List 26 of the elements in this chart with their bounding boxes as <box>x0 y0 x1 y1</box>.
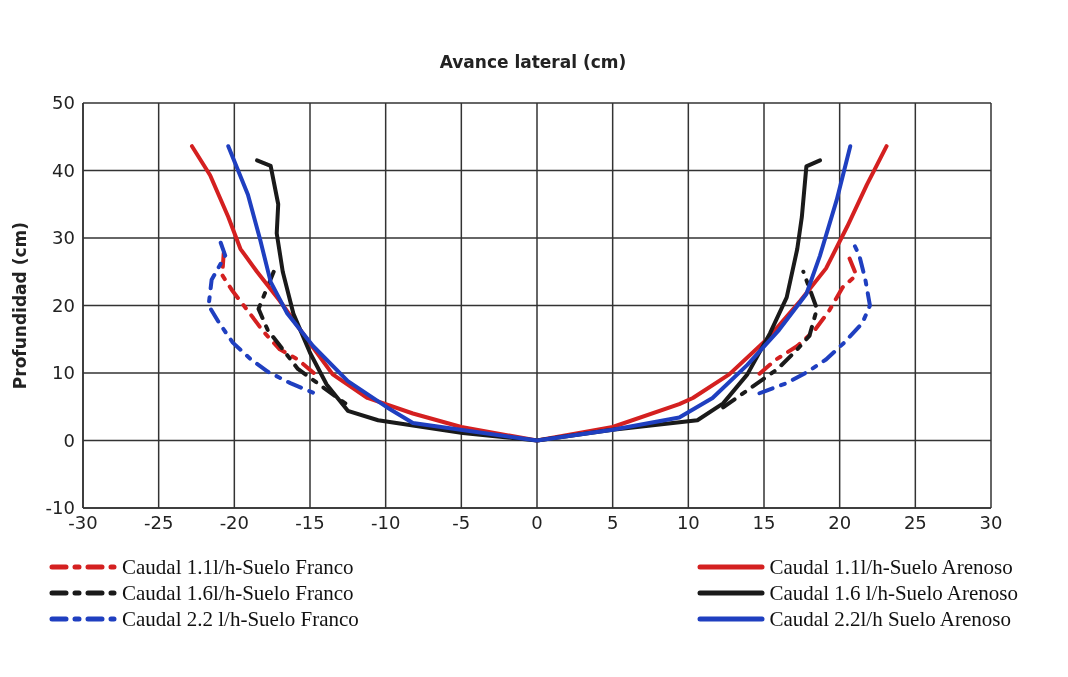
legend-label: Caudal 2.2l/h Suelo Arenoso <box>769 606 1011 632</box>
x-tick-label: 15 <box>752 511 776 533</box>
x-tick-label: 10 <box>676 511 700 533</box>
x-axis-title: Avance lateral (cm) <box>438 52 628 72</box>
x-tick-label: 5 <box>606 511 619 533</box>
y-tick-label: 30 <box>52 227 75 249</box>
x-tick-label: -20 <box>219 511 250 533</box>
legend-label: Caudal 1.1l/h-Suelo Arenoso <box>769 554 1013 580</box>
y-tick-label: 50 <box>52 92 75 114</box>
legend-label: Caudal 1.1l/h-Suelo Franco <box>122 554 354 580</box>
x-tick-label: -25 <box>143 511 174 533</box>
y-tick-label: 0 <box>63 429 75 451</box>
y-tick-label: 20 <box>52 294 75 316</box>
x-tick-label: -5 <box>452 511 471 533</box>
x-tick-label: -15 <box>295 511 325 533</box>
x-tick-label: 0 <box>531 511 543 533</box>
x-tick-label: -10 <box>370 511 401 533</box>
x-tick-label: 30 <box>979 511 1003 533</box>
y-tick-label: 40 <box>52 159 75 181</box>
legend-label: Caudal 2.2 l/h-Suelo Franco <box>122 606 359 632</box>
y-tick-label: 10 <box>52 362 75 384</box>
x-tick-label: 20 <box>828 511 852 533</box>
y-axis-title: Profundidad (cm) <box>10 221 30 390</box>
x-tick-label: 25 <box>903 511 927 533</box>
legend-label: Caudal 1.6 l/h-Suelo Arenoso <box>769 580 1018 606</box>
legend-label: Caudal 1.6l/h-Suelo Franco <box>122 580 354 606</box>
